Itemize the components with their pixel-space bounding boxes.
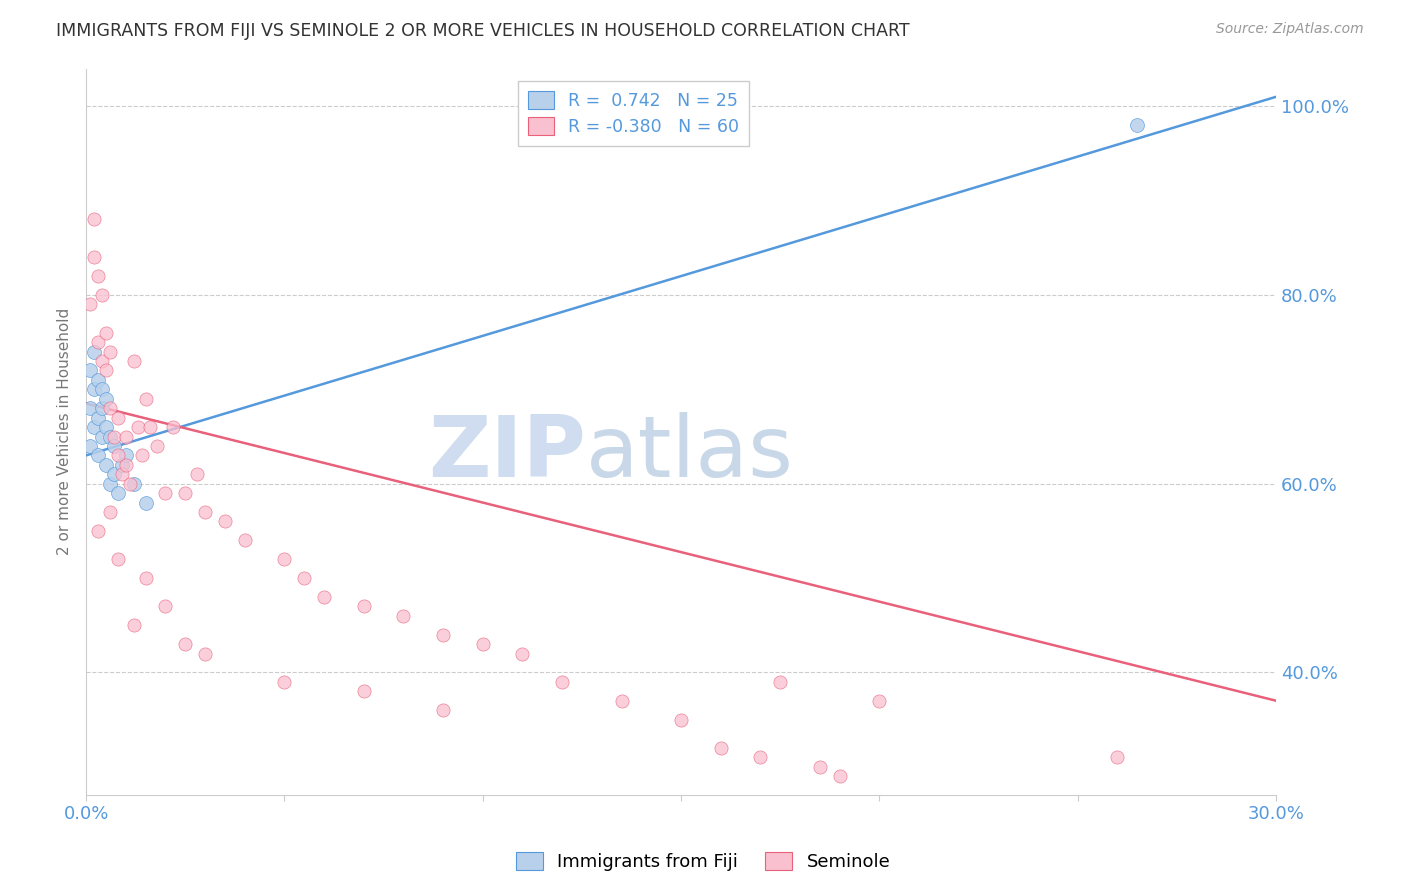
Point (1107, 750, 1129, 764)
Point (353, 599, 375, 614)
Point (162, 420, 184, 434)
Point (610, 694, 633, 708)
Point (87, 410, 110, 425)
Point (107, 552, 129, 566)
Point (512, 647, 534, 661)
Point (83, 212, 105, 227)
Point (174, 637, 197, 651)
Point (94, 420, 117, 434)
Point (90, 429, 112, 443)
Point (551, 674, 574, 689)
Point (98, 476, 121, 491)
Point (79, 401, 101, 416)
Point (83, 420, 105, 434)
Point (122, 354, 145, 368)
Text: IMMIGRANTS FROM FIJI VS SEMINOLE 2 OR MORE VEHICLES IN HOUSEHOLD CORRELATION CHA: IMMIGRANTS FROM FIJI VS SEMINOLE 2 OR MO… (56, 22, 910, 40)
Point (87, 524, 110, 538)
Legend: Immigrants from Fiji, Seminole: Immigrants from Fiji, Seminole (509, 845, 897, 879)
Point (312, 590, 335, 604)
Text: atlas: atlas (586, 412, 794, 495)
Point (107, 486, 129, 500)
Point (233, 533, 256, 548)
Point (90, 288, 112, 302)
Point (79, 363, 101, 377)
Point (155, 599, 177, 614)
Point (90, 354, 112, 368)
Point (111, 467, 134, 482)
Point (90, 401, 112, 416)
Point (107, 410, 129, 425)
Point (90, 382, 112, 396)
Point (186, 467, 208, 482)
Point (122, 476, 145, 491)
Point (103, 439, 125, 453)
Point (98, 429, 121, 443)
Point (135, 571, 157, 585)
Point (94, 326, 117, 340)
Point (214, 515, 236, 529)
Point (83, 382, 105, 396)
Point (87, 269, 110, 284)
Point (808, 760, 831, 774)
Point (868, 694, 890, 708)
Point (138, 420, 160, 434)
Point (94, 458, 117, 472)
Point (94, 392, 117, 406)
Point (114, 449, 136, 463)
Point (353, 684, 375, 698)
Text: ZIP: ZIP (427, 412, 586, 495)
Point (710, 740, 733, 755)
Point (432, 703, 454, 717)
Y-axis label: 2 or more Vehicles in Household: 2 or more Vehicles in Household (58, 308, 72, 556)
Point (79, 297, 101, 311)
Point (118, 476, 141, 491)
Point (194, 505, 217, 519)
Point (87, 373, 110, 387)
Point (273, 674, 295, 689)
Legend: R =  0.742   N = 25, R = -0.380   N = 60: R = 0.742 N = 25, R = -0.380 N = 60 (517, 81, 749, 146)
Point (669, 713, 692, 727)
Point (107, 449, 129, 463)
Point (94, 363, 117, 377)
Point (194, 647, 217, 661)
Point (103, 467, 125, 482)
Point (114, 458, 136, 472)
Point (146, 439, 169, 453)
Text: Source: ZipAtlas.com: Source: ZipAtlas.com (1216, 22, 1364, 37)
Point (83, 250, 105, 264)
Point (155, 486, 177, 500)
Point (122, 618, 145, 632)
Point (292, 571, 315, 585)
Point (273, 552, 295, 566)
Point (131, 449, 153, 463)
Point (828, 769, 851, 783)
Point (392, 608, 415, 623)
Point (127, 420, 149, 434)
Point (83, 344, 105, 359)
Point (1126, 118, 1149, 132)
Point (769, 674, 792, 689)
Point (749, 750, 772, 764)
Point (98, 401, 121, 416)
Point (135, 392, 157, 406)
Point (471, 637, 494, 651)
Point (87, 335, 110, 350)
Point (103, 429, 125, 443)
Point (98, 344, 121, 359)
Point (98, 505, 121, 519)
Point (114, 429, 136, 443)
Point (87, 449, 110, 463)
Point (111, 458, 134, 472)
Point (174, 486, 197, 500)
Point (432, 627, 454, 641)
Point (135, 495, 157, 509)
Point (79, 439, 101, 453)
